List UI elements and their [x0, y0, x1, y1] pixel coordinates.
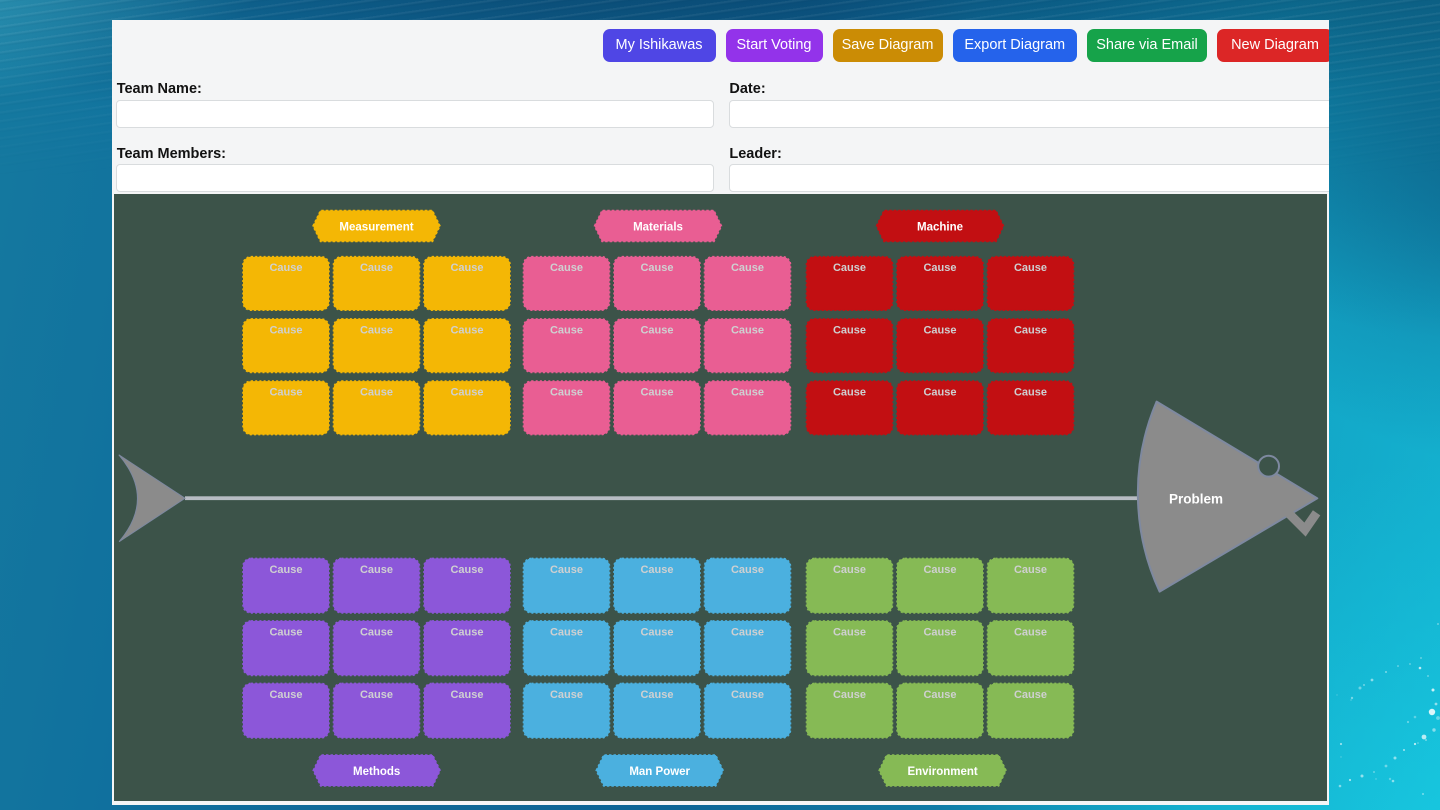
- svg-text:Cause: Cause: [360, 387, 393, 399]
- svg-text:Cause: Cause: [1014, 263, 1047, 275]
- svg-text:Cause: Cause: [270, 387, 303, 399]
- svg-text:Cause: Cause: [731, 263, 764, 275]
- svg-text:Cause: Cause: [1014, 627, 1047, 639]
- svg-text:Cause: Cause: [641, 564, 674, 576]
- svg-text:Cause: Cause: [451, 627, 484, 639]
- svg-text:Cause: Cause: [451, 325, 484, 337]
- svg-text:Cause: Cause: [360, 689, 393, 701]
- svg-text:Cause: Cause: [550, 387, 583, 399]
- svg-text:Cause: Cause: [451, 263, 484, 275]
- svg-text:Cause: Cause: [451, 564, 484, 576]
- svg-text:Cause: Cause: [924, 564, 957, 576]
- svg-text:Cause: Cause: [270, 564, 303, 576]
- svg-text:Cause: Cause: [270, 689, 303, 701]
- svg-text:Cause: Cause: [1014, 325, 1047, 337]
- svg-text:Cause: Cause: [924, 627, 957, 639]
- svg-text:Cause: Cause: [550, 325, 583, 337]
- svg-text:Cause: Cause: [731, 627, 764, 639]
- svg-text:Cause: Cause: [641, 325, 674, 337]
- svg-text:Cause: Cause: [924, 387, 957, 399]
- svg-text:Cause: Cause: [641, 627, 674, 639]
- svg-text:Cause: Cause: [360, 263, 393, 275]
- svg-text:Environment: Environment: [908, 766, 978, 778]
- svg-text:Cause: Cause: [270, 263, 303, 275]
- svg-text:Cause: Cause: [550, 564, 583, 576]
- svg-text:Cause: Cause: [731, 689, 764, 701]
- svg-text:Problem: Problem: [1169, 492, 1223, 507]
- svg-text:Cause: Cause: [1014, 689, 1047, 701]
- svg-text:Cause: Cause: [641, 263, 674, 275]
- svg-text:Cause: Cause: [1014, 387, 1047, 399]
- svg-text:Cause: Cause: [1014, 564, 1047, 576]
- svg-text:Cause: Cause: [833, 263, 866, 275]
- svg-text:Cause: Cause: [360, 564, 393, 576]
- svg-text:Cause: Cause: [270, 325, 303, 337]
- svg-text:Cause: Cause: [833, 325, 866, 337]
- svg-text:Measurement: Measurement: [340, 222, 414, 234]
- svg-text:Cause: Cause: [924, 263, 957, 275]
- svg-text:Machine: Machine: [917, 222, 963, 234]
- svg-text:Cause: Cause: [550, 263, 583, 275]
- svg-text:Cause: Cause: [924, 325, 957, 337]
- svg-text:Cause: Cause: [833, 689, 866, 701]
- svg-text:Cause: Cause: [360, 325, 393, 337]
- svg-text:Cause: Cause: [451, 689, 484, 701]
- svg-text:Cause: Cause: [731, 325, 764, 337]
- svg-text:Cause: Cause: [731, 387, 764, 399]
- svg-text:Cause: Cause: [833, 564, 866, 576]
- svg-text:Cause: Cause: [270, 627, 303, 639]
- svg-text:Cause: Cause: [550, 689, 583, 701]
- svg-text:Materials: Materials: [633, 222, 683, 234]
- svg-text:Cause: Cause: [833, 627, 866, 639]
- svg-text:Man Power: Man Power: [630, 766, 691, 778]
- svg-text:Cause: Cause: [360, 627, 393, 639]
- svg-text:Cause: Cause: [731, 564, 764, 576]
- svg-text:Cause: Cause: [833, 387, 866, 399]
- svg-text:Cause: Cause: [924, 689, 957, 701]
- svg-text:Methods: Methods: [353, 766, 400, 778]
- svg-text:Cause: Cause: [550, 627, 583, 639]
- svg-text:Cause: Cause: [641, 689, 674, 701]
- svg-text:Cause: Cause: [641, 387, 674, 399]
- svg-text:Cause: Cause: [451, 387, 484, 399]
